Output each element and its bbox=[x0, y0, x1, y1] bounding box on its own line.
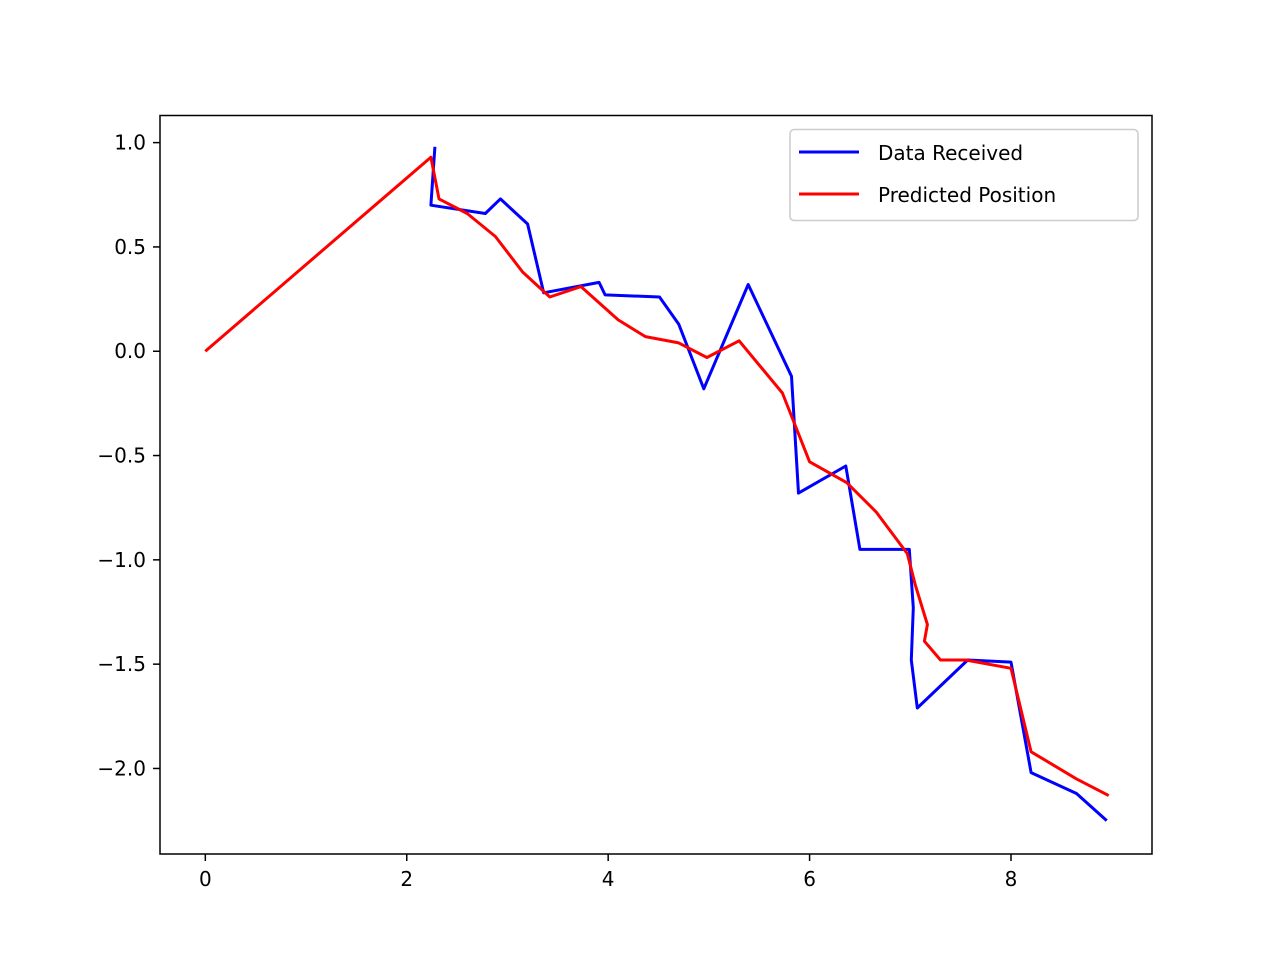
x-tick-label: 4 bbox=[602, 867, 615, 891]
y-tick-label: 1.0 bbox=[114, 131, 146, 155]
y-axis: 1.0 0.5 0.0 −0.5 −1.0 −1.5 −2.0 bbox=[97, 131, 160, 780]
legend-box bbox=[789, 128, 1139, 222]
y-tick-label: −2.0 bbox=[97, 756, 146, 780]
y-tick-label: −1.0 bbox=[97, 548, 146, 572]
y-tick-label: 0.5 bbox=[114, 235, 146, 259]
legend-label-data-received: Data Received bbox=[878, 141, 1023, 165]
legend-label-predicted-position: Predicted Position bbox=[878, 183, 1056, 207]
x-tick-label: 8 bbox=[1005, 867, 1018, 891]
y-tick-label: 0.0 bbox=[114, 339, 146, 363]
series-line-predicted-position bbox=[204, 155, 1110, 797]
legend: Data Received Predicted Position bbox=[789, 128, 1139, 222]
y-tick-label: −0.5 bbox=[97, 444, 146, 468]
y-tick-label: −1.5 bbox=[97, 652, 146, 676]
plot-frame bbox=[159, 114, 1153, 855]
series-layer bbox=[204, 146, 1110, 822]
x-tick-label: 2 bbox=[400, 867, 413, 891]
x-axis: 0 2 4 6 8 bbox=[199, 854, 1017, 891]
x-tick-label: 0 bbox=[199, 867, 212, 891]
x-tick-label: 6 bbox=[803, 867, 816, 891]
